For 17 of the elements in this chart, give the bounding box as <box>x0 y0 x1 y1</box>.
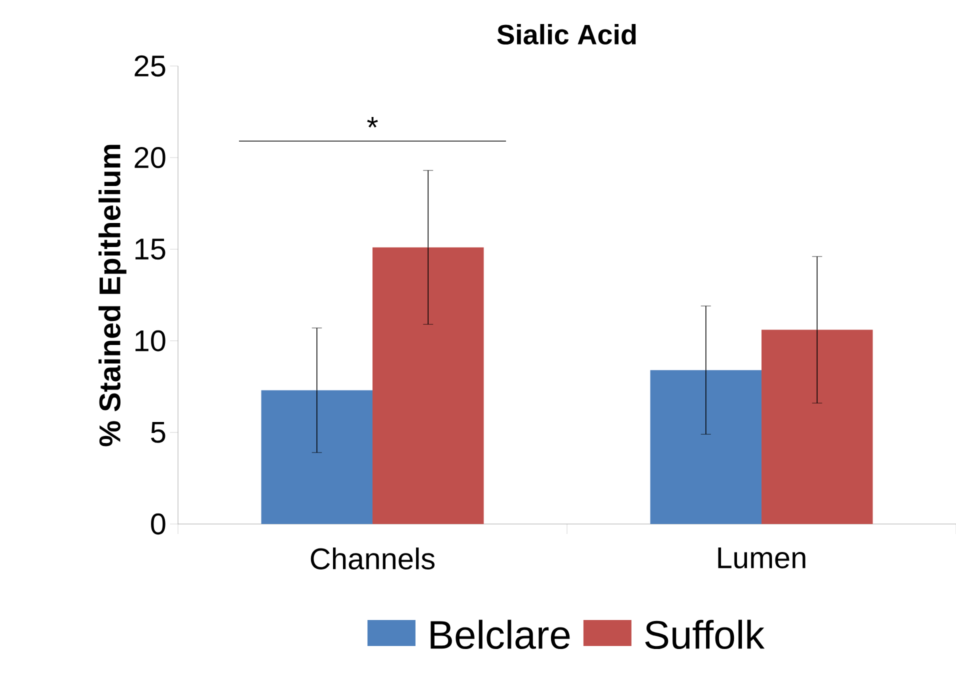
annotation: * <box>367 117 378 128</box>
y-tick-label: 20 <box>134 147 166 168</box>
legend-label: Suffolk <box>645 620 765 650</box>
x-tick-label: Lumen <box>718 548 806 568</box>
y-tick-label: 25 <box>134 55 166 77</box>
y-axis-title: % Stained Epithelium <box>98 144 126 446</box>
y-tick-label: 10 <box>136 330 166 352</box>
legend-label: Belclare <box>430 620 570 650</box>
y-tick-label: 5 <box>151 422 166 443</box>
bar <box>762 330 873 524</box>
chart-title: Sialic Acid <box>497 24 636 44</box>
x-tick-label: Channels <box>310 548 435 570</box>
bar <box>261 390 373 524</box>
y-tick-label: 15 <box>136 238 166 260</box>
bar <box>372 247 484 524</box>
bar <box>650 370 762 524</box>
y-tick-label: 0 <box>151 513 166 535</box>
